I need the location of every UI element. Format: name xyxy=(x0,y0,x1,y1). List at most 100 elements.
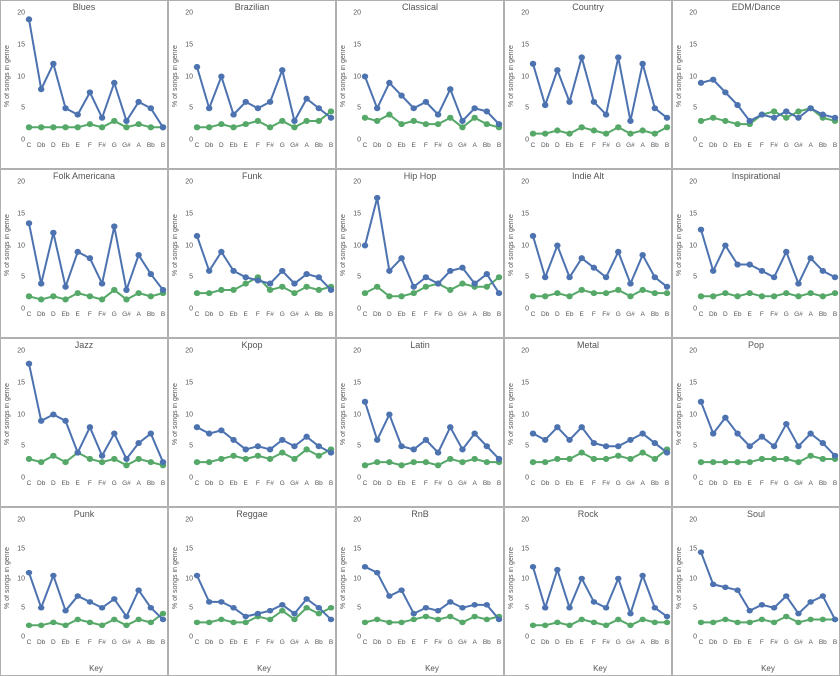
x-tick: B xyxy=(329,480,333,488)
plot-area xyxy=(29,13,163,140)
y-tick: 5 xyxy=(525,274,529,281)
series-major-marker xyxy=(135,252,141,258)
x-tick: G# xyxy=(626,142,635,150)
y-tick: 5 xyxy=(525,443,529,450)
series-major-marker xyxy=(710,431,716,437)
series-major-marker xyxy=(206,431,212,437)
series-major-marker xyxy=(230,268,236,274)
series-minor-marker xyxy=(698,620,704,626)
series-major-marker xyxy=(50,230,56,236)
series-minor-marker xyxy=(362,115,368,121)
x-tick: F xyxy=(760,142,764,150)
x-tick: F# xyxy=(434,311,442,319)
x-tick: C xyxy=(699,142,704,150)
x-tick: F xyxy=(256,639,260,647)
series-major-marker xyxy=(542,605,548,611)
series-major-marker xyxy=(206,105,212,111)
series-minor-marker xyxy=(279,450,285,456)
series-minor-marker xyxy=(759,293,765,299)
x-tick: G# xyxy=(458,142,467,150)
x-tick: Bb xyxy=(651,480,659,488)
series-major-marker xyxy=(398,443,404,449)
series-major-marker xyxy=(747,608,753,614)
x-tick: E xyxy=(76,639,80,647)
y-tick: 10 xyxy=(521,242,529,249)
series-major-marker xyxy=(734,431,740,437)
y-tick: 10 xyxy=(17,411,25,418)
series-minor-marker xyxy=(87,293,93,299)
series-major-marker xyxy=(218,427,224,433)
series-major-marker xyxy=(652,605,658,611)
x-tick: F# xyxy=(266,311,274,319)
series-major-marker xyxy=(484,443,490,449)
series-minor-marker xyxy=(530,459,536,465)
series-major-line xyxy=(701,552,835,619)
series-major-marker xyxy=(435,112,441,118)
series-minor-marker xyxy=(542,293,548,299)
x-tick: F xyxy=(592,480,596,488)
series-minor-marker xyxy=(328,605,334,611)
x-tick: B xyxy=(161,311,165,319)
x-tick: D xyxy=(219,142,224,150)
series-major-marker xyxy=(374,195,380,201)
series-minor-marker xyxy=(820,456,826,462)
y-tick: 15 xyxy=(689,379,697,386)
x-tick: F xyxy=(592,639,596,647)
y-axis-label: % of songs in genre xyxy=(675,520,685,637)
y-axis-label: % of songs in genre xyxy=(171,351,181,478)
x-tick: Bb xyxy=(315,142,323,150)
x-tick: C xyxy=(27,639,32,647)
series-major-marker xyxy=(148,105,154,111)
x-tick: A xyxy=(808,142,812,150)
series-major-marker xyxy=(255,277,261,283)
series-major-marker xyxy=(783,593,789,599)
x-ticks: CDbDEbEFF#GG#ABbB xyxy=(701,311,835,325)
series-minor-marker xyxy=(759,617,765,623)
series-minor-marker xyxy=(807,290,813,296)
x-tick: Db xyxy=(709,639,717,647)
x-tick: A xyxy=(808,311,812,319)
series-minor-marker xyxy=(87,456,93,462)
x-tick: Eb xyxy=(230,142,238,150)
x-tick: Db xyxy=(37,142,45,150)
x-ticks: CDbDEbEFF#GG#ABbB xyxy=(365,480,499,494)
x-tick: Bb xyxy=(819,142,827,150)
x-tick: F xyxy=(760,480,764,488)
x-tick: Db xyxy=(205,480,213,488)
series-minor-marker xyxy=(771,293,777,299)
x-tick: D xyxy=(387,142,392,150)
y-tick: 0 xyxy=(525,137,529,144)
series-major-marker xyxy=(411,611,417,617)
y-ticks: 05101520 xyxy=(13,351,27,478)
y-tick: 0 xyxy=(189,137,193,144)
x-tick: Eb xyxy=(398,639,406,647)
series-minor-line xyxy=(533,290,667,296)
series-minor-marker xyxy=(316,453,322,459)
x-tick: E xyxy=(244,142,248,150)
series-minor-marker xyxy=(652,620,658,626)
series-major-marker xyxy=(759,434,765,440)
series-major-marker xyxy=(218,599,224,605)
chart-svg xyxy=(365,182,499,309)
x-ticks: CDbDEbEFF#GG#ABbB xyxy=(197,480,331,494)
series-major-marker xyxy=(554,424,560,430)
y-tick: 15 xyxy=(353,546,361,553)
x-tick: G# xyxy=(794,142,803,150)
series-major-line xyxy=(533,236,667,287)
series-major-marker xyxy=(194,573,200,579)
series-major-marker xyxy=(639,573,645,579)
series-major-marker xyxy=(710,77,716,83)
x-tick: E xyxy=(76,311,80,319)
x-tick: Eb xyxy=(734,480,742,488)
series-major-marker xyxy=(243,99,249,105)
y-tick: 0 xyxy=(693,137,697,144)
series-minor-marker xyxy=(554,456,560,462)
y-tick: 10 xyxy=(185,73,193,80)
series-minor-marker xyxy=(243,281,249,287)
y-axis-label: % of songs in genre xyxy=(339,351,349,478)
y-tick: 0 xyxy=(357,137,361,144)
series-minor-marker xyxy=(194,620,200,626)
x-tick: D xyxy=(51,142,56,150)
x-tick: Bb xyxy=(147,480,155,488)
x-tick: F xyxy=(256,311,260,319)
